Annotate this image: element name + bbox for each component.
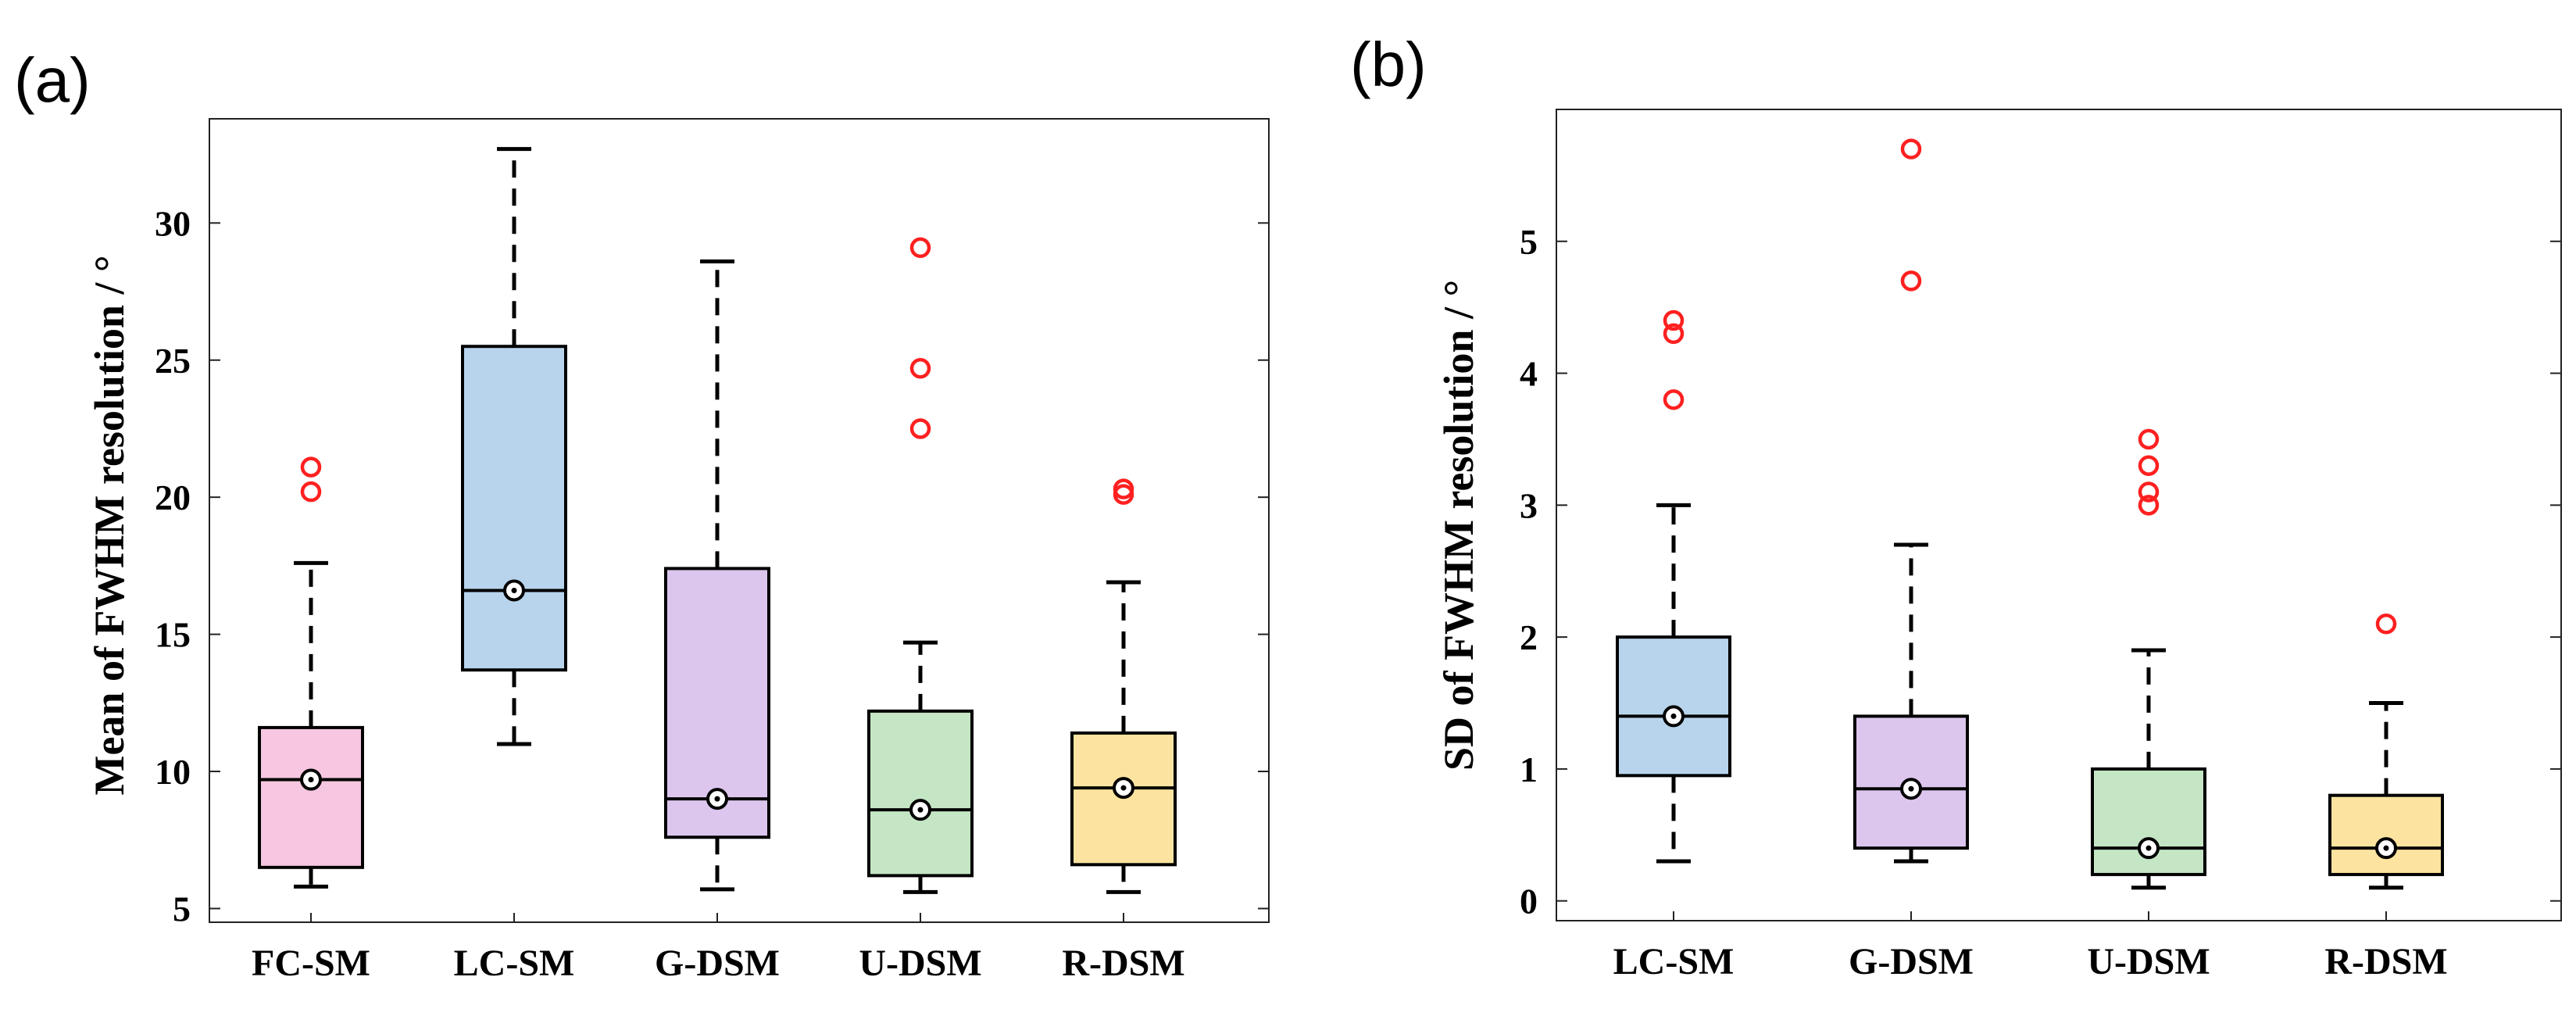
outlier-point: [1663, 323, 1685, 345]
outlier-point: [1663, 389, 1685, 410]
panel-a-x-tick-label-lc-sm: LC-SM: [454, 943, 575, 984]
panel-b-box-u-dsm: [2091, 428, 2206, 890]
mean-marker-dot: [511, 587, 517, 593]
panel-a-x-tick-label-u-dsm: U-DSM: [859, 943, 981, 984]
panel-b-x-tick-label-r-dsm: R-DSM: [2324, 941, 2447, 982]
panel-a-x-tick-label-r-dsm: R-DSM: [1062, 943, 1184, 984]
mean-marker-dot: [2145, 845, 2152, 851]
panel-a-y-tick-label: 5: [173, 889, 191, 928]
panel-b-x-tick-label-u-dsm: U-DSM: [2087, 941, 2210, 982]
panel-b-box-lc-sm: [1616, 309, 1731, 864]
panel-a-box-r-dsm: [1070, 478, 1177, 894]
iqr-box: [258, 725, 364, 869]
panel-a-y-tick-label: 10: [155, 752, 191, 792]
outlier-point: [1113, 478, 1134, 499]
panel-a-axes-frame: [209, 118, 1270, 923]
outlier-point: [2375, 613, 2397, 635]
outlier-point: [300, 481, 322, 503]
iqr-box: [867, 709, 974, 878]
panel-a-plot: 5 10 15 20 25 30 FC-SM LC-SM G-DSM U-DSM R-DSM: [155, 118, 1270, 984]
panel-a-y-tick-label: 25: [155, 341, 191, 381]
outlier-point: [2138, 495, 2160, 516]
mean-marker-dot: [714, 796, 720, 802]
panel-a-x-tick-label-fc-sm: FC-SM: [252, 943, 370, 984]
panel-a-y-tick-label: 20: [155, 478, 191, 517]
panel-b-y-axis-title: SD of FWHM resolution / °: [1435, 280, 1482, 771]
panel-b-y-tick-label: 3: [1520, 485, 1538, 525]
panel-b-x-tick-label-g-dsm: G-DSM: [1849, 941, 1974, 982]
panel-a-x-tick-label-g-dsm: G-DSM: [655, 943, 780, 984]
outlier-point: [300, 456, 322, 478]
outlier-point: [2138, 428, 2160, 450]
panel-b-y-tick-label: 2: [1520, 617, 1538, 657]
outlier-point: [2138, 455, 2160, 476]
panel-a-box-g-dsm: [664, 259, 770, 892]
panel-a-y-tick-label: 30: [155, 203, 191, 243]
mean-marker-dot: [2383, 845, 2389, 851]
mean-marker-dot: [1908, 785, 1914, 792]
iqr-box: [1070, 731, 1177, 867]
panel-b-plot: 0 1 2 3 4 5 LC-SM G-DSM U-DSM R-DSM: [1520, 109, 2562, 982]
iqr-box: [461, 345, 567, 672]
mean-marker-dot: [917, 807, 924, 813]
outlier-point: [2138, 481, 2160, 503]
outlier-point: [1663, 309, 1685, 331]
outlier-point: [909, 358, 931, 379]
mean-marker-dot: [1670, 713, 1677, 719]
mean-marker-dot: [1120, 785, 1127, 791]
outlier-point: [909, 418, 931, 439]
panel-b-y-tick-label: 5: [1520, 222, 1538, 262]
outlier-point: [909, 237, 931, 259]
panel-b-y-tick-label: 1: [1520, 750, 1538, 789]
panel-b-x-tick-label-lc-sm: LC-SM: [1613, 941, 1735, 982]
outlier-point: [1900, 270, 1922, 292]
panel-a-y-axis-title: Mean of FWHM resolution / °: [86, 255, 133, 795]
outlier-point: [1900, 138, 1922, 159]
mean-marker-dot: [308, 777, 314, 783]
panel-a-box-fc-sm: [258, 456, 364, 889]
panel-b-y-tick-label: 0: [1520, 882, 1538, 921]
panel-a-y-tick-label: 15: [155, 615, 191, 655]
panel-a: (a) Mean of FWHM resolution / ° 5 10 15 20 2…: [14, 45, 1270, 984]
iqr-box: [2328, 793, 2444, 876]
panel-a-label: (a): [14, 45, 91, 115]
iqr-box: [2091, 767, 2206, 876]
panel-b-label: (b): [1350, 30, 1427, 99]
panel-b-box-r-dsm: [2328, 613, 2444, 890]
panel-a-box-u-dsm: [867, 237, 974, 894]
panel-a-box-lc-sm: [461, 147, 567, 746]
panel-b: (b) SD of FWHM resolution / ° 0 1 2 3 4 5 LC-S…: [1350, 30, 2562, 982]
panel-b-y-tick-label: 4: [1520, 354, 1538, 394]
panel-b-box-g-dsm: [1853, 138, 1969, 864]
panel-b-axes-frame: [1556, 109, 2562, 921]
